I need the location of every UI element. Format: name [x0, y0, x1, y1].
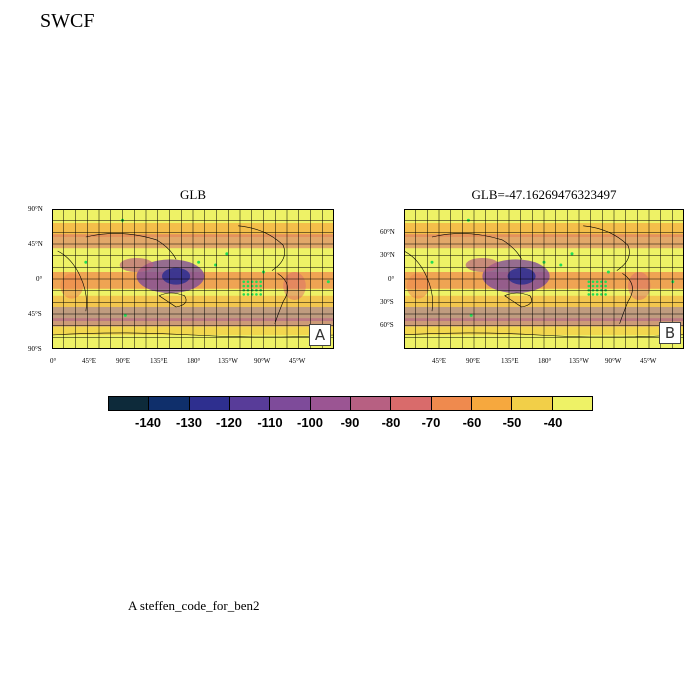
- panel-a-lon-tick: 90°E: [116, 357, 131, 365]
- panel-b-lon-tick: 45°E: [432, 357, 447, 365]
- panel-b-letter: B: [659, 322, 681, 344]
- colorbar-label: -40: [543, 415, 563, 430]
- panel-b-map: [404, 209, 684, 349]
- panel-a-lon-tick: 90°W: [254, 357, 271, 365]
- colorbar-label: -110: [257, 415, 283, 430]
- colorbar-swatch: [109, 397, 150, 410]
- panel-a-lon-tick: 45°W: [289, 357, 306, 365]
- colorbar-swatch: [229, 397, 271, 410]
- colorbar-label: -140: [134, 415, 162, 430]
- colorbar-label: -70: [421, 415, 441, 430]
- panel-a-lon-tick: 180°: [187, 357, 201, 365]
- colorbar-label: -60: [462, 415, 482, 430]
- panel-a-lat-tick: 45°S: [28, 310, 42, 318]
- panel-a-lat-tick: 0°: [36, 275, 43, 283]
- colorbar-label: -100: [296, 415, 324, 430]
- panel-b-lon-tick: 45°W: [640, 357, 657, 365]
- colorbar-label: -80: [381, 415, 401, 430]
- colorbar-swatch: [431, 397, 472, 410]
- panel-a-lat-tick: 45°N: [28, 240, 43, 248]
- panel-a-lon-tick: 135°W: [218, 357, 238, 365]
- colorbar-label: -50: [502, 415, 522, 430]
- colorbar-swatch: [149, 397, 190, 410]
- panel-a-map: [52, 209, 334, 349]
- colorbar-swatch: [512, 397, 553, 410]
- panel-b-lon-tick: 135°W: [569, 357, 589, 365]
- panel-b-lat-tick: 0°: [388, 275, 395, 283]
- panel-b-lat-tick: 60°S: [380, 321, 394, 329]
- colorbar-swatch: [189, 397, 230, 410]
- colorbar: [108, 396, 593, 411]
- figure-title: SWCF: [40, 10, 95, 32]
- panel-b-title: GLB=-47.16269476323497: [471, 187, 617, 202]
- footer-caption: A steffen_code_for_ben2: [128, 598, 260, 613]
- panel-a-letter: A: [309, 324, 331, 346]
- colorbar-swatch: [552, 397, 592, 410]
- panel-b-lon-tick: 180°: [538, 357, 552, 365]
- colorbar-swatch: [310, 397, 351, 410]
- panel-b-lat-tick: 30°N: [380, 251, 395, 259]
- panel-b-lon-tick: 135°E: [501, 357, 519, 365]
- colorbar-swatch: [350, 397, 392, 410]
- panel-b-lon-tick: 90°W: [605, 357, 622, 365]
- panel-a-lat-tick: 90°N: [28, 205, 43, 213]
- colorbar-label: -90: [340, 415, 360, 430]
- panel-a-lon-tick: 45°E: [82, 357, 97, 365]
- panel-a-lat-tick: 90°S: [28, 345, 42, 353]
- colorbar-swatch: [270, 397, 311, 410]
- colorbar-label: -130: [175, 415, 203, 430]
- panel-a-lon-tick: 135°E: [150, 357, 168, 365]
- colorbar-swatch: [391, 397, 432, 410]
- panel-a-lon-tick: 0°: [50, 357, 57, 365]
- panel-b-lat-tick: 30°S: [380, 298, 394, 306]
- colorbar-label: -120: [215, 415, 243, 430]
- colorbar-swatch: [471, 397, 513, 410]
- panel-b-lat-tick: 60°N: [380, 228, 395, 236]
- panel-a-title: GLB: [180, 187, 206, 202]
- panel-b-lon-tick: 90°E: [466, 357, 481, 365]
